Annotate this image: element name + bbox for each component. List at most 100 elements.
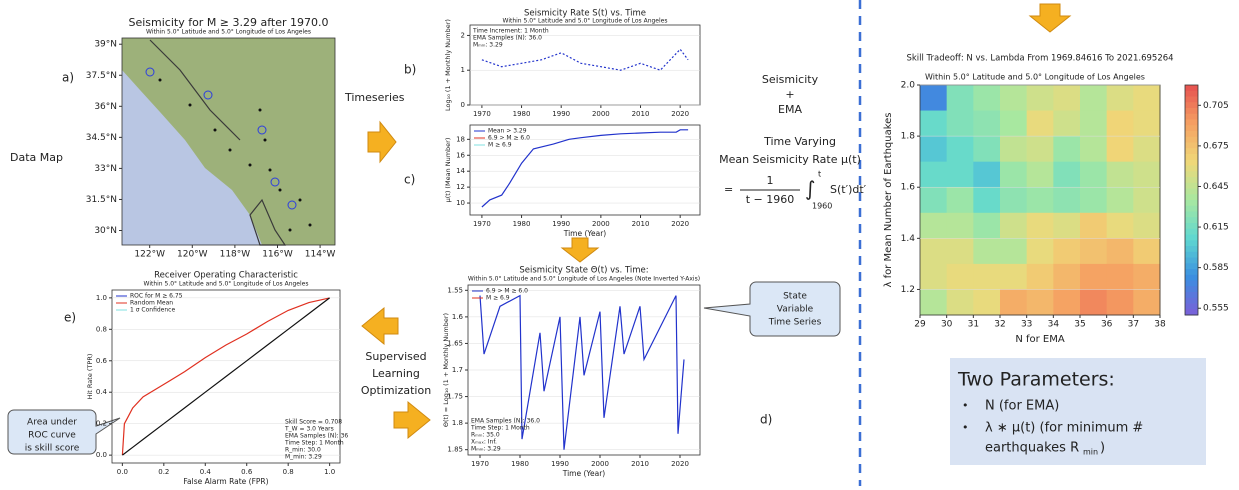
x-tick-label: 2010 — [631, 460, 649, 468]
heat-cell — [1027, 187, 1054, 213]
y-tick-label: 1.2 — [901, 285, 915, 295]
heat-cell — [1027, 238, 1054, 264]
chart-subtitle: Within 5.0° Latitude and 5.0° Longitude … — [925, 73, 1145, 82]
arrow-down — [1030, 4, 1070, 32]
colorbar-segment — [1185, 200, 1198, 206]
info-text: M_min: 3.29 — [285, 454, 322, 461]
param: λ ∗ μ(t) (for minimum # — [985, 421, 1143, 436]
x-tick-label: 2000 — [592, 220, 610, 228]
info-text: EMA Samples (N): 36 — [285, 433, 348, 440]
colorbar-segment — [1185, 298, 1198, 304]
colorbar-segment — [1185, 143, 1198, 149]
heat-cell — [973, 111, 1000, 137]
colorbar-segment — [1185, 85, 1198, 91]
heat-cell — [1053, 289, 1080, 315]
y-tick-label: 39°N — [94, 40, 117, 50]
heat-cell — [1080, 264, 1107, 290]
y-tick-label: 31.5°N — [86, 195, 117, 205]
heat-cell — [1080, 187, 1107, 213]
y-tick-label: 1.6 — [901, 183, 916, 193]
x-axis-label: Time (Year) — [562, 469, 606, 478]
formula: t − 1960 — [746, 193, 795, 206]
label: Data Map — [10, 151, 63, 164]
y-tick-label: 1.6 — [452, 313, 464, 321]
x-tick-label: 30 — [941, 320, 953, 330]
heat-cell — [920, 264, 947, 290]
colorbar-segment — [1185, 246, 1198, 252]
formula: Mean Seismicity Rate μ(t) — [719, 153, 861, 166]
y-tick-label: 36°N — [94, 102, 117, 112]
heat-cell — [973, 238, 1000, 264]
info-text: Time Step: 1 Month — [470, 425, 530, 432]
callout-text: State — [783, 292, 807, 302]
x-tick-label: 0.0 — [117, 468, 128, 476]
colorbar-segment — [1185, 281, 1198, 287]
heat-cell — [1107, 111, 1134, 137]
chart-title: Receiver Operating Characteristic — [154, 271, 298, 281]
formula: 1960 — [812, 202, 832, 211]
x-tick-label: 1990 — [551, 460, 569, 468]
y-tick-label: 0.4 — [96, 388, 108, 396]
label: Timeseries — [344, 91, 405, 104]
heat-cell — [1000, 213, 1027, 239]
x-tick-label: 33 — [1021, 320, 1032, 330]
x-tick-label: 2010 — [632, 110, 650, 118]
heat-cell — [1053, 213, 1080, 239]
legend-entry: Mean > 3.29 — [488, 128, 527, 135]
x-axis-label: False Alarm Rate (FPR) — [183, 477, 268, 486]
heat-cell — [1000, 238, 1027, 264]
legend-entry: M ≥ 6.9 — [486, 295, 510, 302]
formula: = — [724, 183, 733, 196]
callout-text: Time Series — [768, 318, 822, 328]
heat-cell — [1027, 289, 1054, 315]
colorbar-segment — [1185, 131, 1198, 137]
colorbar-segment — [1185, 183, 1198, 189]
colorbar-segment — [1185, 223, 1198, 229]
param: earthquakes R — [985, 441, 1079, 456]
legend-entry: ROC for M ≥ 6.75 — [130, 293, 183, 300]
heat-cell — [947, 213, 974, 239]
y-tick-label: 1.85 — [447, 446, 463, 454]
heat-cell — [947, 238, 974, 264]
heat-cell — [1107, 213, 1134, 239]
y-axis-label: λ for Mean Number of Earthquakes — [883, 112, 894, 287]
colorbar-segment — [1185, 217, 1198, 223]
heat-cell — [920, 111, 947, 137]
colorbar-segment — [1185, 171, 1198, 177]
arrow-right — [394, 402, 430, 438]
heat-cell — [973, 162, 1000, 188]
y-axis-label: μ(t) (Mean Number) — [444, 138, 452, 203]
heat-cell — [947, 136, 974, 162]
heat-cell — [920, 162, 947, 188]
param: ) — [1100, 441, 1105, 456]
x-tick-label: 1.0 — [324, 468, 335, 476]
info-text: EMA Samples (N): 36.0 — [473, 35, 542, 42]
heat-cell — [1027, 85, 1054, 111]
heat-cell — [1053, 264, 1080, 290]
heat-cell — [1080, 162, 1107, 188]
param: N (for EMA) — [985, 399, 1059, 414]
heat-cell — [947, 162, 974, 188]
y-tick-label: 0.8 — [96, 325, 107, 333]
formula: 1 — [767, 174, 774, 187]
panel-label: d) — [760, 413, 772, 427]
panel-label: b) — [404, 63, 416, 77]
chart-subtitle: Within 5.0° Latitude and 5.0° Longitude … — [503, 18, 668, 25]
param: min — [1083, 448, 1098, 457]
heat-cell — [1107, 289, 1134, 315]
heat-cell — [1053, 238, 1080, 264]
heat-cell — [1053, 111, 1080, 137]
panel-label: c) — [404, 173, 415, 187]
heat-cell — [1133, 187, 1160, 213]
y-axis-label: Θ(t) = Log₁₀ (1 + Monthly Number) — [442, 313, 450, 427]
colorbar-segment — [1185, 240, 1198, 246]
heat-cell — [947, 85, 974, 111]
info-text: Rₘᵢₙ: 35.0 — [471, 432, 500, 439]
heat-cell — [1133, 162, 1160, 188]
heat-cell — [973, 85, 1000, 111]
x-tick-label: 29 — [914, 320, 926, 330]
y-axis-label: Log₁₀ (1 + Monthly Number) — [444, 19, 452, 111]
colorbar-label: 0.615 — [1203, 223, 1229, 233]
y-tick-label: 2.0 — [901, 81, 916, 91]
x-tick-label: 2020 — [671, 460, 689, 468]
